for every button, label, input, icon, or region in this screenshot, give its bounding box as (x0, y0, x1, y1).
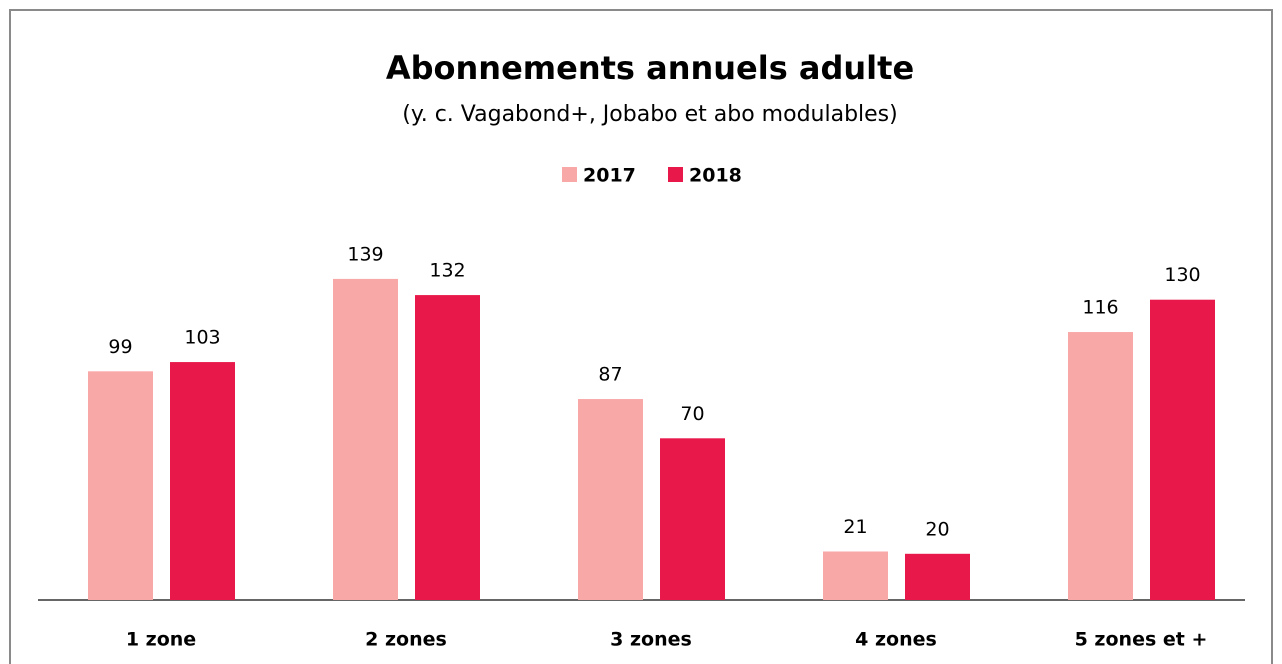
data-label: 70 (680, 403, 704, 425)
bar (88, 371, 153, 600)
bar (1068, 332, 1133, 600)
x-tick-label: 3 zones (610, 629, 692, 651)
legend-label: 2018 (689, 165, 742, 187)
data-label: 116 (1082, 297, 1118, 319)
data-label: 87 (598, 364, 622, 386)
data-label: 21 (843, 516, 867, 538)
data-label: 99 (108, 336, 132, 358)
legend-swatch (668, 167, 683, 182)
bar (333, 278, 398, 600)
data-label: 103 (184, 327, 220, 349)
bar (823, 551, 888, 600)
bar (578, 399, 643, 600)
data-label: 139 (347, 243, 383, 265)
bar (660, 438, 725, 600)
x-tick-label: 1 zone (126, 629, 196, 651)
bar (170, 362, 235, 600)
data-label: 130 (1164, 264, 1200, 286)
bar (415, 295, 480, 600)
bar (905, 553, 970, 600)
x-tick-label: 4 zones (855, 629, 937, 651)
data-label: 20 (925, 518, 949, 540)
x-tick-label: 5 zones et + (1075, 629, 1208, 651)
data-label: 132 (429, 260, 465, 282)
x-tick-label: 2 zones (365, 629, 447, 651)
legend-label: 2017 (583, 165, 636, 187)
legend-swatch (562, 167, 577, 182)
chart-title: Abonnements annuels adulte (386, 49, 914, 87)
chart-subtitle: (y. c. Vagabond+, Jobabo et abo modulabl… (402, 102, 897, 127)
bar (1150, 299, 1215, 600)
